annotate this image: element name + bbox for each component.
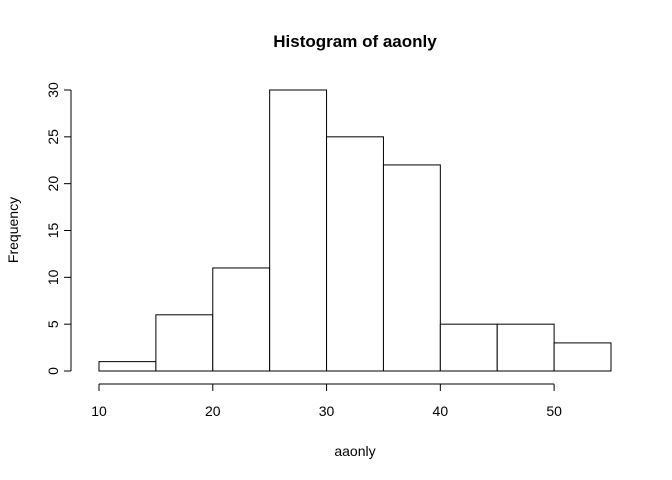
y-tick-label: 5 — [45, 320, 61, 328]
x-tick-label: 30 — [319, 403, 335, 419]
y-tick-label: 30 — [45, 82, 61, 98]
x-tick-label: 20 — [205, 403, 221, 419]
y-axis: 0 5 10 15 20 25 30 — [45, 82, 72, 375]
histogram-bar — [326, 136, 384, 372]
y-tick-label: 15 — [45, 223, 61, 239]
y-tick-label: 10 — [45, 269, 61, 285]
histogram-bar — [98, 361, 157, 372]
histogram-bar — [496, 323, 555, 372]
y-tick-label: 0 — [45, 367, 61, 375]
y-axis-title: Frequency — [5, 197, 21, 263]
x-axis: 10 20 30 40 50 — [91, 383, 562, 419]
histogram-bar — [155, 314, 214, 372]
chart-title: Histogram of aaonly — [273, 32, 437, 51]
histogram-bar — [382, 164, 441, 372]
x-axis-title: aaonly — [334, 443, 375, 459]
histogram-bar — [439, 323, 498, 372]
y-tick-label: 25 — [45, 129, 61, 145]
x-tick-label: 10 — [91, 403, 107, 419]
histogram-bar — [553, 342, 612, 372]
histogram-bar — [269, 89, 328, 372]
histogram-bar — [212, 267, 271, 372]
x-tick-label: 40 — [433, 403, 449, 419]
bars-group — [98, 89, 612, 372]
y-tick-label: 20 — [45, 176, 61, 192]
x-tick-label: 50 — [546, 403, 562, 419]
